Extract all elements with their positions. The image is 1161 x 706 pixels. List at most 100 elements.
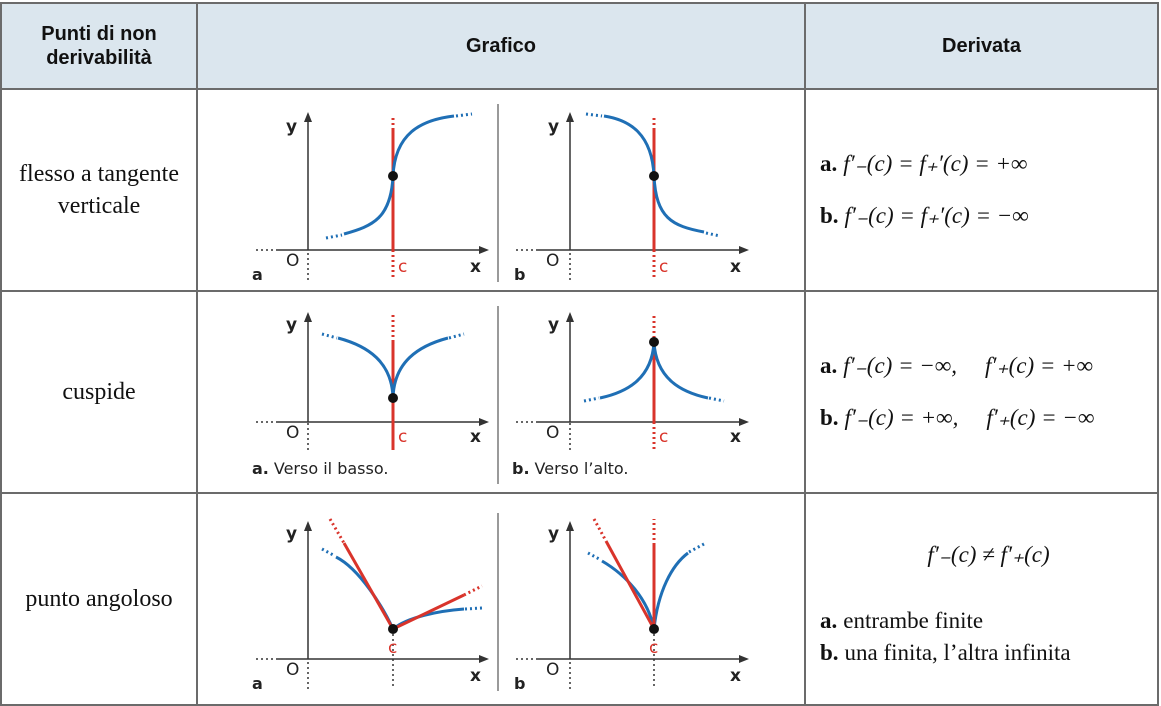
graph-cell: y O x c a. Verso il basso.: [196, 290, 806, 494]
x-arrow-icon: [739, 418, 749, 426]
curve-dashed-right: [464, 606, 483, 611]
row-name: cuspide: [0, 290, 198, 494]
x-arrow-icon: [479, 655, 489, 663]
curve: [601, 551, 689, 630]
x-arrow-icon: [479, 418, 489, 426]
origin-label: O: [546, 660, 559, 680]
x-label: x: [730, 427, 741, 447]
y-label: y: [286, 315, 297, 335]
x-label: x: [730, 666, 741, 686]
inflection-point: [649, 171, 659, 181]
origin-label: O: [286, 251, 299, 271]
x-arrow-icon: [739, 246, 749, 254]
table-row: flesso a tangente verticale y O x: [0, 88, 1159, 292]
c-label: c: [398, 427, 407, 447]
c-label: c: [659, 427, 668, 447]
header-graph: Grafico: [196, 2, 806, 90]
graph-b: y O x c b. Verso l’alto.: [512, 312, 749, 478]
left-tangent: [604, 540, 656, 630]
curve-dashed-right: [705, 231, 721, 238]
derivative-a: a. entrambe finite: [820, 608, 984, 633]
c-label: c: [649, 638, 658, 658]
curve: [343, 114, 455, 236]
graph-pair: y O x a c: [252, 513, 749, 693]
graph-b: y O x b c: [514, 518, 749, 693]
right-tangent-dashed: [463, 584, 483, 597]
curve-dashed-left: [585, 112, 603, 118]
origin-label: O: [286, 660, 299, 680]
origin-label: O: [546, 423, 559, 443]
graph-cell: y O x a c: [196, 88, 806, 292]
derivative-a: a. f′₋(c) = −∞, f′₊(c) = +∞: [820, 353, 1094, 378]
graph-cell: y O x a c: [196, 492, 806, 706]
graph-a: y O x a c: [252, 112, 489, 284]
graph-tag: a: [252, 265, 263, 284]
y-label: y: [548, 117, 559, 137]
graph-tag: b: [514, 265, 525, 284]
y-arrow-icon: [566, 521, 574, 531]
table-row: punto angoloso y O x a: [0, 492, 1159, 706]
origin-label: O: [286, 423, 299, 443]
origin-label: O: [546, 251, 559, 271]
y-label: y: [286, 117, 297, 137]
row-name: punto angoloso: [0, 492, 198, 706]
graph-b: y O x b c: [514, 112, 749, 284]
graph-caption: b. Verso l’alto.: [512, 459, 629, 478]
c-label: c: [659, 257, 668, 277]
derivative-a: a. f′₋(c) = f₊′(c) = +∞: [820, 151, 1028, 176]
curve-dashed-left: [325, 233, 343, 240]
graph-pair: y O x c a. Verso il basso.: [252, 306, 749, 484]
y-arrow-icon: [304, 312, 312, 322]
curve-dashed-right: [455, 112, 473, 118]
x-label: x: [470, 666, 481, 686]
y-label: y: [548, 524, 559, 544]
derivative-cell: a. f′₋(c) = −∞, f′₊(c) = +∞ b. f′₋(c) = +∞,…: [804, 290, 1159, 494]
y-arrow-icon: [304, 521, 312, 531]
cusp-point: [388, 393, 398, 403]
curve-dashed-left: [321, 332, 338, 340]
graph-tag: b: [514, 674, 525, 693]
graph-tag: a: [252, 674, 263, 693]
left-tangent: [342, 542, 395, 630]
curve-dashed-right: [688, 542, 705, 554]
derivative-b: b. f′₋(c) = +∞, f′₊(c) = −∞: [820, 405, 1095, 430]
y-label: y: [286, 524, 297, 544]
y-label: y: [548, 315, 559, 335]
curve-dashed-right: [448, 332, 465, 340]
curve-dashed-right: [708, 396, 725, 403]
header-derivative: Derivata: [804, 2, 1159, 90]
left-tangent-dashed: [592, 518, 608, 542]
graph-a: y O x a c: [252, 518, 489, 693]
curve-dashed-left: [587, 551, 602, 562]
graph-pair: y O x a c: [252, 104, 749, 284]
right-tangent: [392, 593, 465, 631]
curve-dashed-left: [321, 547, 336, 558]
left-tangent-dashed: [328, 518, 346, 544]
table-row: cuspide y O x: [0, 290, 1159, 494]
x-arrow-icon: [479, 246, 489, 254]
derivative-cell: f′₋(c) ≠ f′₊(c) a. entrambe finite b. una …: [804, 492, 1159, 706]
curve: [335, 555, 465, 632]
graph-caption: a. Verso il basso.: [252, 459, 388, 478]
derivative-b: b. f′₋(c) = f₊′(c) = −∞: [820, 203, 1029, 228]
x-label: x: [470, 257, 481, 277]
derivative-b: b. una finita, l’altra infinita: [820, 640, 1071, 665]
corner-point: [388, 624, 398, 634]
y-arrow-icon: [566, 312, 574, 322]
x-arrow-icon: [739, 655, 749, 663]
curve-dashed-left: [583, 396, 600, 403]
x-label: x: [470, 427, 481, 447]
y-arrow-icon: [566, 112, 574, 122]
header-points: Punti di non derivabilità: [0, 2, 198, 90]
cusp-point: [649, 337, 659, 347]
inflection-point: [388, 171, 398, 181]
corner-point: [649, 624, 659, 634]
c-label: c: [388, 638, 397, 658]
c-label: c: [398, 257, 407, 277]
derivative-cell: a. f′₋(c) = f₊′(c) = +∞ b. f′₋(c) = f₊′(c)…: [804, 88, 1159, 292]
row-name: flesso a tangente verticale: [0, 88, 198, 292]
y-arrow-icon: [304, 112, 312, 122]
derivative-main: f′₋(c) ≠ f′₊(c): [927, 542, 1050, 567]
graph-a: y O x c a. Verso il basso.: [252, 312, 489, 478]
